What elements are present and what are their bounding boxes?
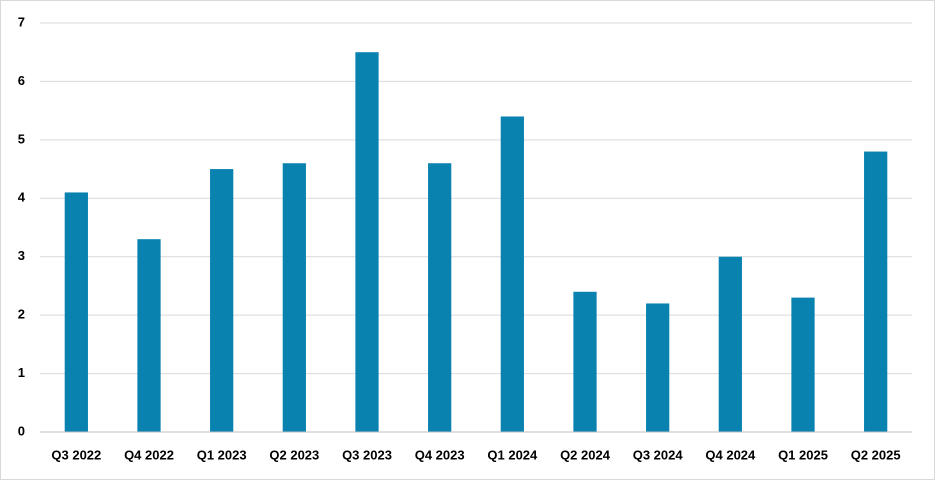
x-tick-label: Q4 2023 [415, 447, 465, 462]
bar [355, 52, 379, 432]
y-tick-label: 0 [18, 423, 25, 438]
x-tick-label: Q1 2024 [487, 447, 538, 462]
y-tick-label: 3 [18, 248, 25, 263]
bar [500, 116, 524, 432]
bar [864, 151, 888, 433]
bar [282, 163, 306, 432]
bar [646, 303, 670, 432]
bar [791, 297, 815, 432]
bar [428, 163, 452, 432]
x-tick-label: Q2 2024 [560, 447, 611, 462]
x-tick-label: Q3 2023 [342, 447, 392, 462]
bar [573, 291, 597, 432]
bar [210, 169, 234, 433]
x-tick-label: Q2 2023 [269, 447, 319, 462]
y-tick-label: 6 [18, 73, 25, 88]
x-tick-label: Q3 2024 [633, 447, 684, 462]
bar [64, 192, 88, 432]
x-tick-label: Q1 2025 [778, 447, 828, 462]
x-tick-label: Q4 2022 [124, 447, 174, 462]
bar [137, 239, 161, 432]
y-tick-label: 7 [18, 14, 25, 29]
y-tick-label: 5 [18, 131, 25, 146]
x-tick-label: Q2 2025 [851, 447, 901, 462]
y-tick-label: 1 [18, 365, 25, 380]
bar [718, 256, 742, 432]
y-tick-label: 4 [18, 190, 26, 205]
y-tick-label: 2 [18, 307, 25, 322]
x-tick-label: Q4 2024 [705, 447, 756, 462]
x-tick-label: Q1 2023 [197, 447, 247, 462]
x-tick-label: Q3 2022 [51, 447, 101, 462]
